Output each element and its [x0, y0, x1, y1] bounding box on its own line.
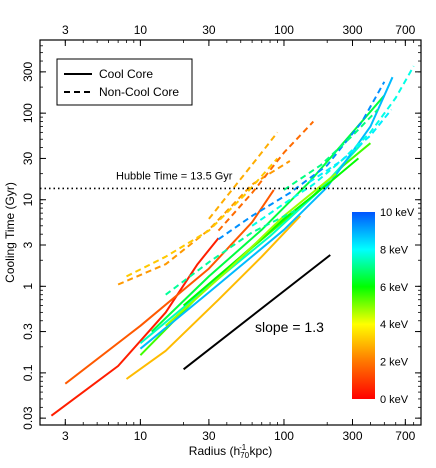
slope-line [182, 254, 331, 371]
x-tick-label-bottom-4: 300 [342, 429, 362, 443]
x-tick-label-bottom-3: 100 [274, 429, 294, 443]
x-tick-label-top-2: 30 [202, 23, 216, 37]
x-tick-label-top-0: 3 [62, 23, 69, 37]
x-tick-label-bottom-5: 700 [395, 429, 415, 443]
colorbar-label-3: 6 keV [380, 282, 409, 294]
x-axis-label: Radius (h70-1 kpc) [189, 443, 272, 460]
y-tick-label-8: 300 [21, 62, 35, 82]
x-tick-label-top-4: 300 [342, 23, 362, 37]
legend-box [56, 58, 193, 106]
x-tick-label-bottom-0: 3 [62, 429, 69, 443]
series-line-11 [208, 131, 279, 220]
series-line-6 [139, 76, 394, 350]
series-line-17 [308, 108, 393, 183]
hubble-time-label: Hubble Time = 13.5 Gyr [116, 170, 233, 182]
x-tick-label-top-1: 10 [134, 23, 148, 37]
series-line-7 [182, 157, 360, 307]
series-line-2 [125, 215, 302, 380]
colorbar-label-0: 0 keV [380, 394, 409, 406]
y-tick-label-2: 0.3 [21, 323, 35, 340]
y-tick-label-6: 30 [21, 151, 35, 165]
colorbar-label-4: 8 keV [380, 244, 409, 256]
series-line-12 [217, 120, 315, 232]
y-tick-label-4: 3 [21, 241, 35, 248]
legend-label-1: Non-Cool Core [99, 85, 179, 99]
x-tick-label-bottom-2: 30 [202, 429, 216, 443]
series-line-1 [64, 189, 275, 385]
colorbar [352, 212, 375, 399]
series-line-15 [251, 65, 415, 227]
series-layer [50, 65, 415, 417]
colorbar-label-1: 2 keV [380, 357, 409, 369]
x-tick-label-top-3: 100 [274, 23, 294, 37]
y-tick-label-1: 0.1 [21, 364, 35, 381]
series-line-10 [126, 157, 279, 278]
series-line-8 [165, 172, 337, 327]
slope-label: slope = 1.3 [255, 319, 324, 335]
y-tick-label-5: 10 [21, 193, 35, 207]
legend-label-0: Cool Core [99, 67, 153, 81]
y-tick-label-3: 1 [21, 283, 35, 290]
series-line-4 [151, 94, 386, 333]
x-tick-label-top-5: 700 [395, 23, 415, 37]
series-line-14 [217, 81, 386, 241]
frame-layer: Hubble Time = 13.5 Gyr slope = 1.3 3 3 10 10 3… [3, 23, 422, 460]
plot-frame [39, 39, 422, 426]
x-tick-label-bottom-1: 10 [134, 429, 148, 443]
series-line-16 [283, 108, 379, 191]
legend: Cool Core Non-Cool Core [56, 58, 193, 106]
series-line-13 [165, 209, 296, 296]
y-tick-label-7: 100 [21, 103, 35, 123]
y-tick-label-0: 0.03 [21, 406, 35, 430]
colorbar-label-5: 10 keV [380, 207, 415, 219]
series-line-0 [50, 237, 220, 417]
y-axis-label: Cooling Time (Gyr) [3, 182, 17, 283]
colorbar-label-2: 4 keV [380, 319, 409, 331]
